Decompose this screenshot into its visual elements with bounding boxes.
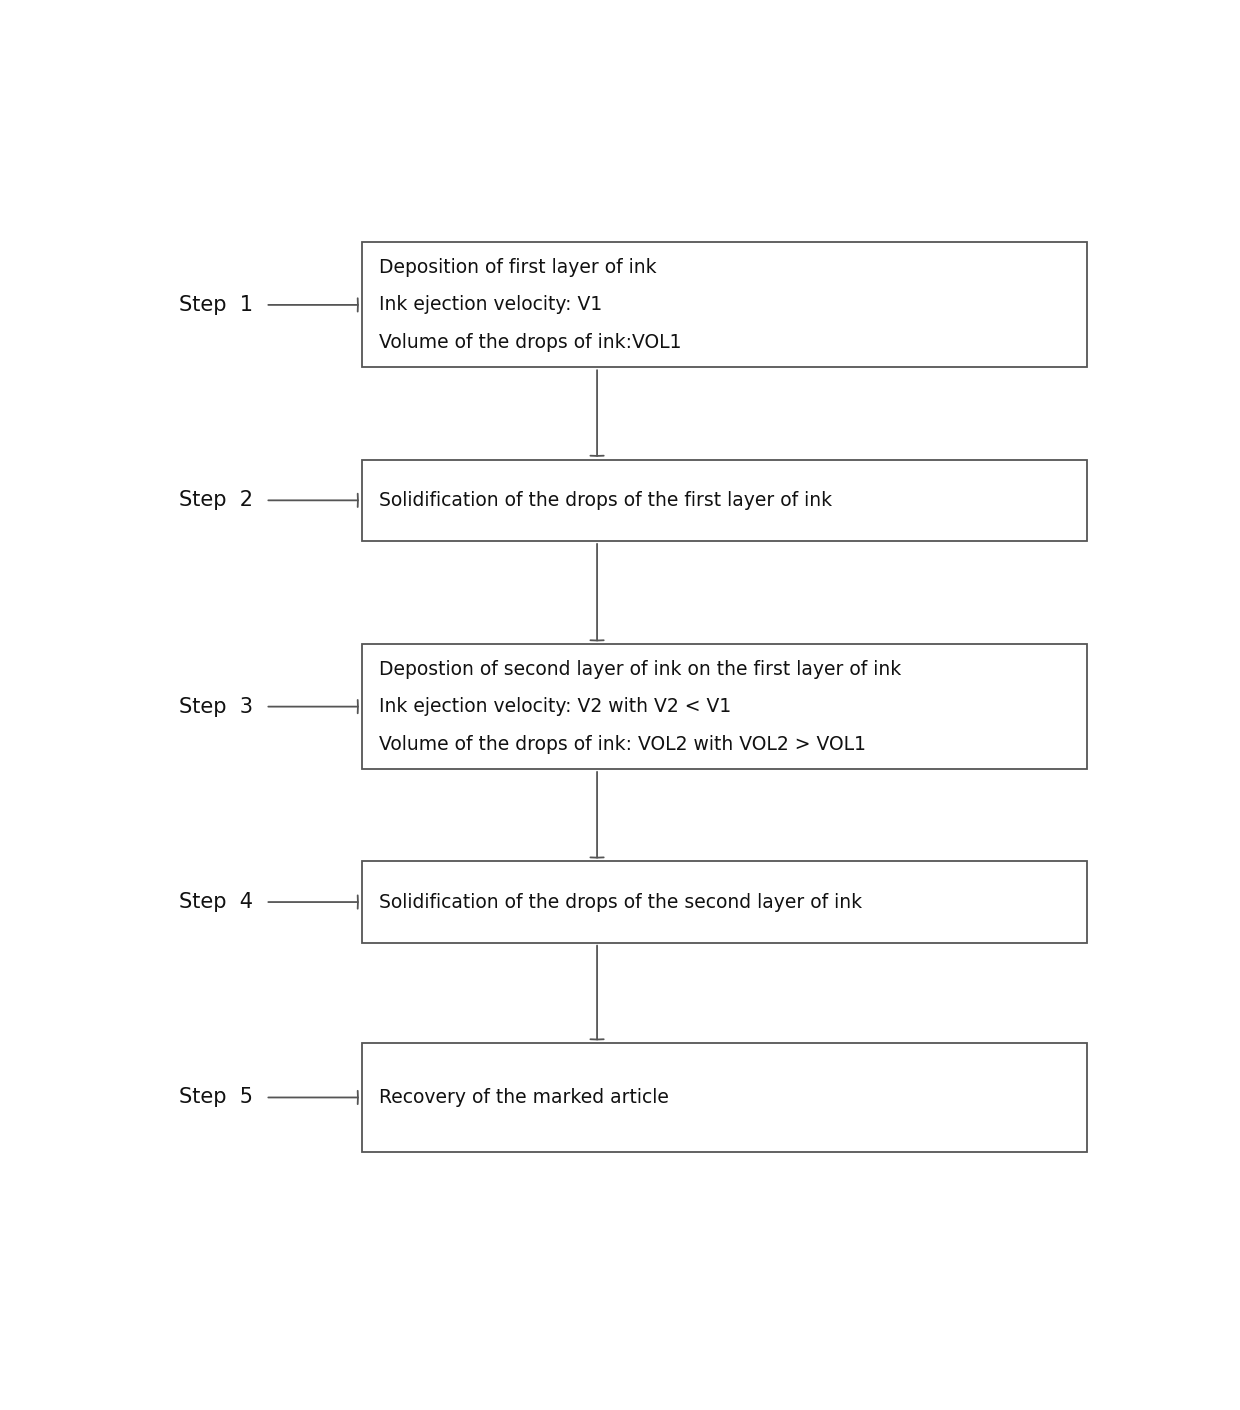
- Text: Recovery of the marked article: Recovery of the marked article: [379, 1089, 668, 1107]
- Text: Depostion of second layer of ink on the first layer of ink: Depostion of second layer of ink on the …: [379, 660, 901, 678]
- Text: Step  5: Step 5: [179, 1087, 253, 1107]
- Bar: [362, 862, 1087, 943]
- Bar: [362, 460, 1087, 541]
- Text: Solidification of the drops of the second layer of ink: Solidification of the drops of the secon…: [379, 893, 862, 911]
- Text: Volume of the drops of ink:VOL1: Volume of the drops of ink:VOL1: [379, 333, 682, 352]
- Text: Deposition of first layer of ink: Deposition of first layer of ink: [379, 258, 656, 276]
- Text: Ink ejection velocity: V1: Ink ejection velocity: V1: [379, 296, 603, 314]
- Bar: [362, 1043, 1087, 1152]
- Bar: [362, 243, 1087, 368]
- Text: Ink ejection velocity: V2 with V2 < V1: Ink ejection velocity: V2 with V2 < V1: [379, 697, 732, 716]
- Text: Solidification of the drops of the first layer of ink: Solidification of the drops of the first…: [379, 491, 832, 510]
- Text: Step  1: Step 1: [179, 295, 253, 314]
- Text: Volume of the drops of ink: VOL2 with VOL2 > VOL1: Volume of the drops of ink: VOL2 with VO…: [379, 735, 866, 753]
- Text: Step  3: Step 3: [179, 697, 253, 716]
- Text: Step  4: Step 4: [179, 893, 253, 912]
- Bar: [362, 644, 1087, 768]
- Text: Step  2: Step 2: [179, 491, 253, 510]
